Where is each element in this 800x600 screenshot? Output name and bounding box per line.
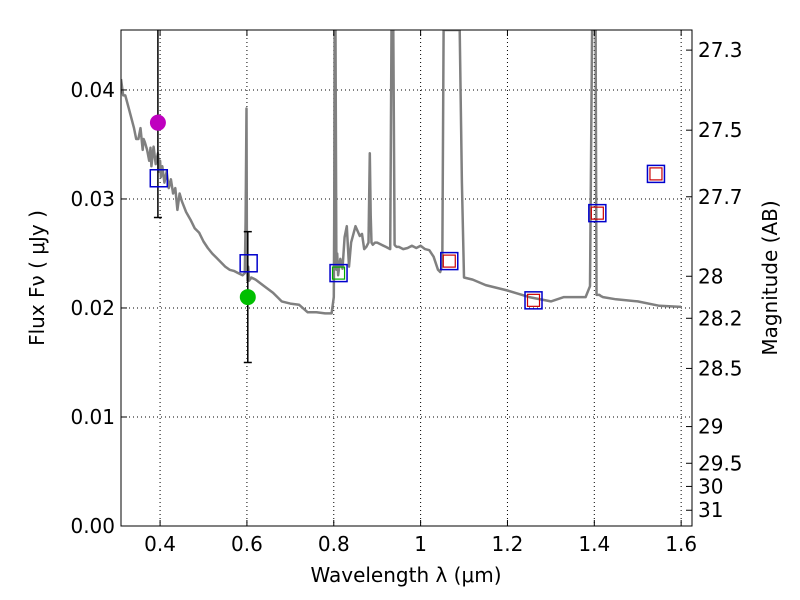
x-axis-label: Wavelength λ (μm) (310, 563, 501, 587)
model-band-square (440, 251, 459, 271)
magnitude-tick-label: 28.5 (698, 356, 743, 380)
y-tick-labels: 0.00 0.01 0.02 0.03 0.04 (70, 78, 115, 538)
plot-frame (120, 29, 693, 527)
magnitude-tick-label: 27.3 (698, 38, 743, 62)
magnitude-tick-label: 27.5 (698, 118, 743, 142)
inner-red-square (590, 206, 604, 220)
magnitude-axis-label: Magnitude (AB) (758, 200, 782, 355)
y-tick-label: 0.04 (70, 78, 115, 102)
model-band-square (588, 203, 607, 223)
magnitude-tick-label: 28 (698, 264, 723, 288)
y-tick-label: 0.01 (70, 405, 115, 429)
x-tick-label: 0.8 (318, 532, 350, 556)
inner-green-square (331, 266, 346, 280)
magnitude-tick-label: 29 (698, 415, 723, 439)
x-tick-label: 1.4 (578, 532, 610, 556)
model-spectrum-line (121, 30, 682, 315)
x-tick-label: 1.2 (492, 532, 524, 556)
x-tick-label: 0.4 (144, 532, 176, 556)
magnitude-tick-label: 29.5 (698, 451, 743, 475)
magnitude-tick-label: 27.7 (698, 185, 743, 209)
model-band-square (329, 263, 348, 283)
y-tick-label: 0.03 (70, 187, 115, 211)
magnitude-tick-label: 31 (698, 498, 723, 522)
photometry-point-purple (149, 114, 166, 131)
x-tick-label: 1.6 (665, 532, 697, 556)
model-band-square (524, 291, 543, 310)
x-tick-labels: 0.4 0.6 0.8 1 1.2 1.4 1.6 (144, 532, 697, 556)
y-tick-label: 0.00 (70, 514, 115, 538)
photometry-point-green (239, 289, 256, 306)
model-band-square (239, 254, 258, 273)
inner-red-square (649, 167, 663, 181)
model-band-square (646, 164, 666, 184)
x-tick-label: 1 (414, 532, 427, 556)
plot-area (121, 30, 682, 364)
magnitude-tick-label: 28.2 (698, 306, 743, 330)
model-band-square (149, 169, 169, 188)
x-tick-label: 0.6 (231, 532, 263, 556)
inner-red-square (526, 293, 541, 307)
y-axis-label: Flux Fν ( μJy ) (25, 210, 49, 346)
magnitude-tick-label: 30 (698, 474, 723, 498)
axis-ticks (121, 30, 692, 527)
y-tick-label: 0.02 (70, 296, 115, 320)
inner-red-square (442, 254, 456, 268)
